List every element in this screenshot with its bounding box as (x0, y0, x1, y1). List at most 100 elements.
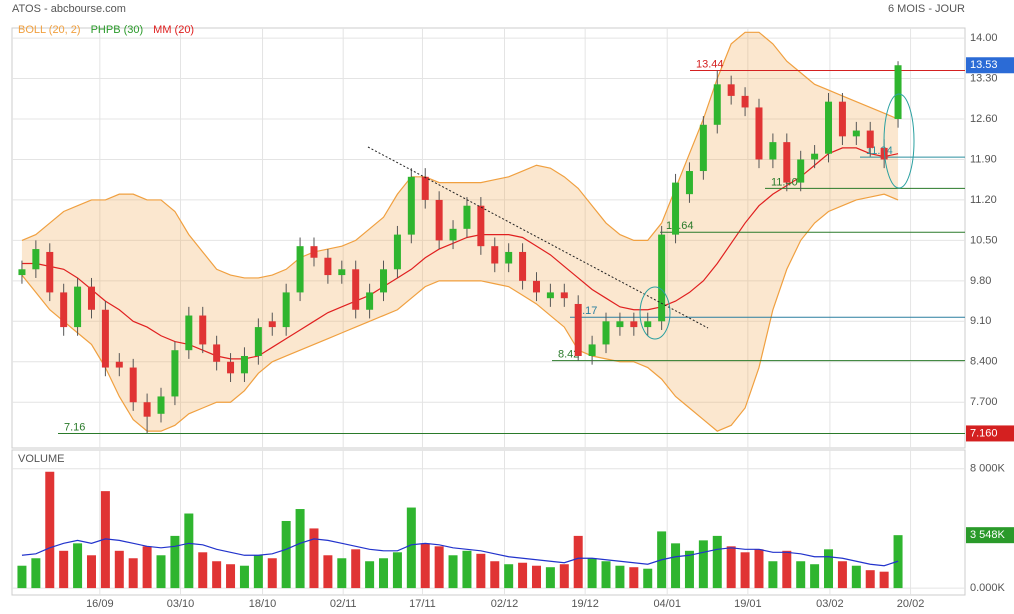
volume-box (966, 527, 1014, 544)
candle-body (338, 269, 346, 276)
level-label: 13.44 (696, 58, 724, 70)
x-tick-label: 02/11 (330, 598, 357, 610)
x-tick-label: 03/10 (167, 598, 195, 610)
volume-bar (531, 565, 541, 589)
bollinger-upper (21, 31, 899, 279)
volume-bar (267, 558, 277, 589)
volume-bar (573, 535, 583, 589)
volume-bar (365, 561, 375, 589)
candle-body (769, 142, 777, 160)
volume-bar (295, 509, 305, 589)
volume-bar (490, 561, 500, 589)
candle-body (129, 367, 137, 403)
y-tick-label: 10.50 (970, 234, 998, 246)
candle-body (588, 344, 596, 356)
candle-body (505, 251, 513, 264)
level-label: 7.16 (64, 421, 85, 433)
volume-bar (73, 543, 83, 589)
volume-bar (17, 565, 27, 589)
candle-body (546, 292, 554, 299)
candle-body (171, 350, 179, 397)
volume-bar (253, 555, 263, 589)
volume-bar (754, 549, 764, 589)
volume-title: VOLUME (18, 453, 64, 465)
y-tick-label: 13.30 (970, 72, 998, 84)
volume-average (21, 538, 899, 567)
candle-body (727, 84, 735, 96)
volume-bar (740, 552, 750, 589)
candle-body (644, 321, 652, 328)
volume-bar (337, 558, 347, 589)
candle-body (852, 130, 860, 137)
x-tick-label: 02/12 (491, 598, 519, 610)
volume-bar (837, 561, 847, 589)
volume-bar (323, 555, 333, 589)
y-tick-label: 8 000K (970, 463, 1006, 475)
candle-body (616, 321, 624, 328)
y-tick-label: 8.400 (970, 356, 998, 368)
candle-body (87, 286, 95, 310)
candle-body (324, 257, 332, 276)
volume-bar (824, 549, 834, 589)
volume-bar (504, 564, 514, 589)
level-label: 10.64 (666, 220, 694, 232)
volume-bar (518, 562, 528, 589)
volume-bar (462, 550, 472, 589)
candle-body (380, 269, 388, 293)
volume-bar (45, 471, 55, 589)
volume-bar (142, 546, 152, 589)
volume-bar (643, 568, 653, 589)
candle-body (282, 292, 290, 328)
x-tick-label: 18/10 (249, 598, 277, 610)
volume-bar (184, 513, 194, 589)
volume-bar (198, 552, 208, 589)
candle-body (491, 246, 499, 264)
volume-bar (31, 558, 41, 589)
bollinger-lower (21, 193, 899, 432)
highlight-ellipse (883, 93, 915, 189)
bollinger-fill (21, 32, 899, 432)
volume-bar (698, 540, 708, 589)
volume-bar (406, 507, 416, 589)
candle-body (32, 249, 40, 270)
x-tick-label: 19/01 (734, 598, 762, 610)
candle-body (783, 142, 791, 183)
y-tick-label: 11.90 (970, 153, 997, 165)
y-tick-label: 7.700 (970, 396, 998, 408)
volume-bar (796, 561, 806, 589)
volume-bar (351, 549, 361, 589)
volume-bar (100, 491, 110, 589)
legend-entry: BOLL (20, 2) (18, 24, 81, 36)
candle-body (74, 286, 82, 328)
candle-body (825, 101, 833, 154)
candle-body (199, 315, 207, 345)
period: 6 MOIS - JOUR (888, 3, 965, 15)
volume-bar (476, 553, 486, 589)
x-tick-label: 20/02 (897, 598, 925, 610)
y-tick-label: 11.20 (970, 194, 997, 206)
candle-body (658, 234, 666, 322)
volume-bar (156, 555, 166, 589)
candle-body (866, 130, 874, 148)
candle-body (18, 269, 26, 276)
y-tick-label: 9.80 (970, 275, 991, 287)
candle-body (254, 327, 262, 356)
candle-body (227, 361, 235, 374)
candle-body (407, 176, 415, 235)
x-tick-label: 17/11 (409, 598, 436, 610)
y-tick-label: 9.10 (970, 315, 991, 327)
candle-body (240, 355, 248, 374)
volume-bar (559, 564, 569, 589)
candle-body (755, 107, 763, 160)
x-tick-label: 19/12 (571, 598, 599, 610)
volume-bar (782, 550, 792, 589)
volume-bar (865, 570, 875, 589)
volume-bar (170, 535, 180, 589)
candle-body (477, 205, 485, 247)
volume-bar (810, 564, 820, 589)
highlight-ellipse (639, 286, 671, 340)
volume-bar (671, 543, 681, 589)
volume-bar (212, 561, 222, 589)
volume-bar (615, 565, 625, 589)
